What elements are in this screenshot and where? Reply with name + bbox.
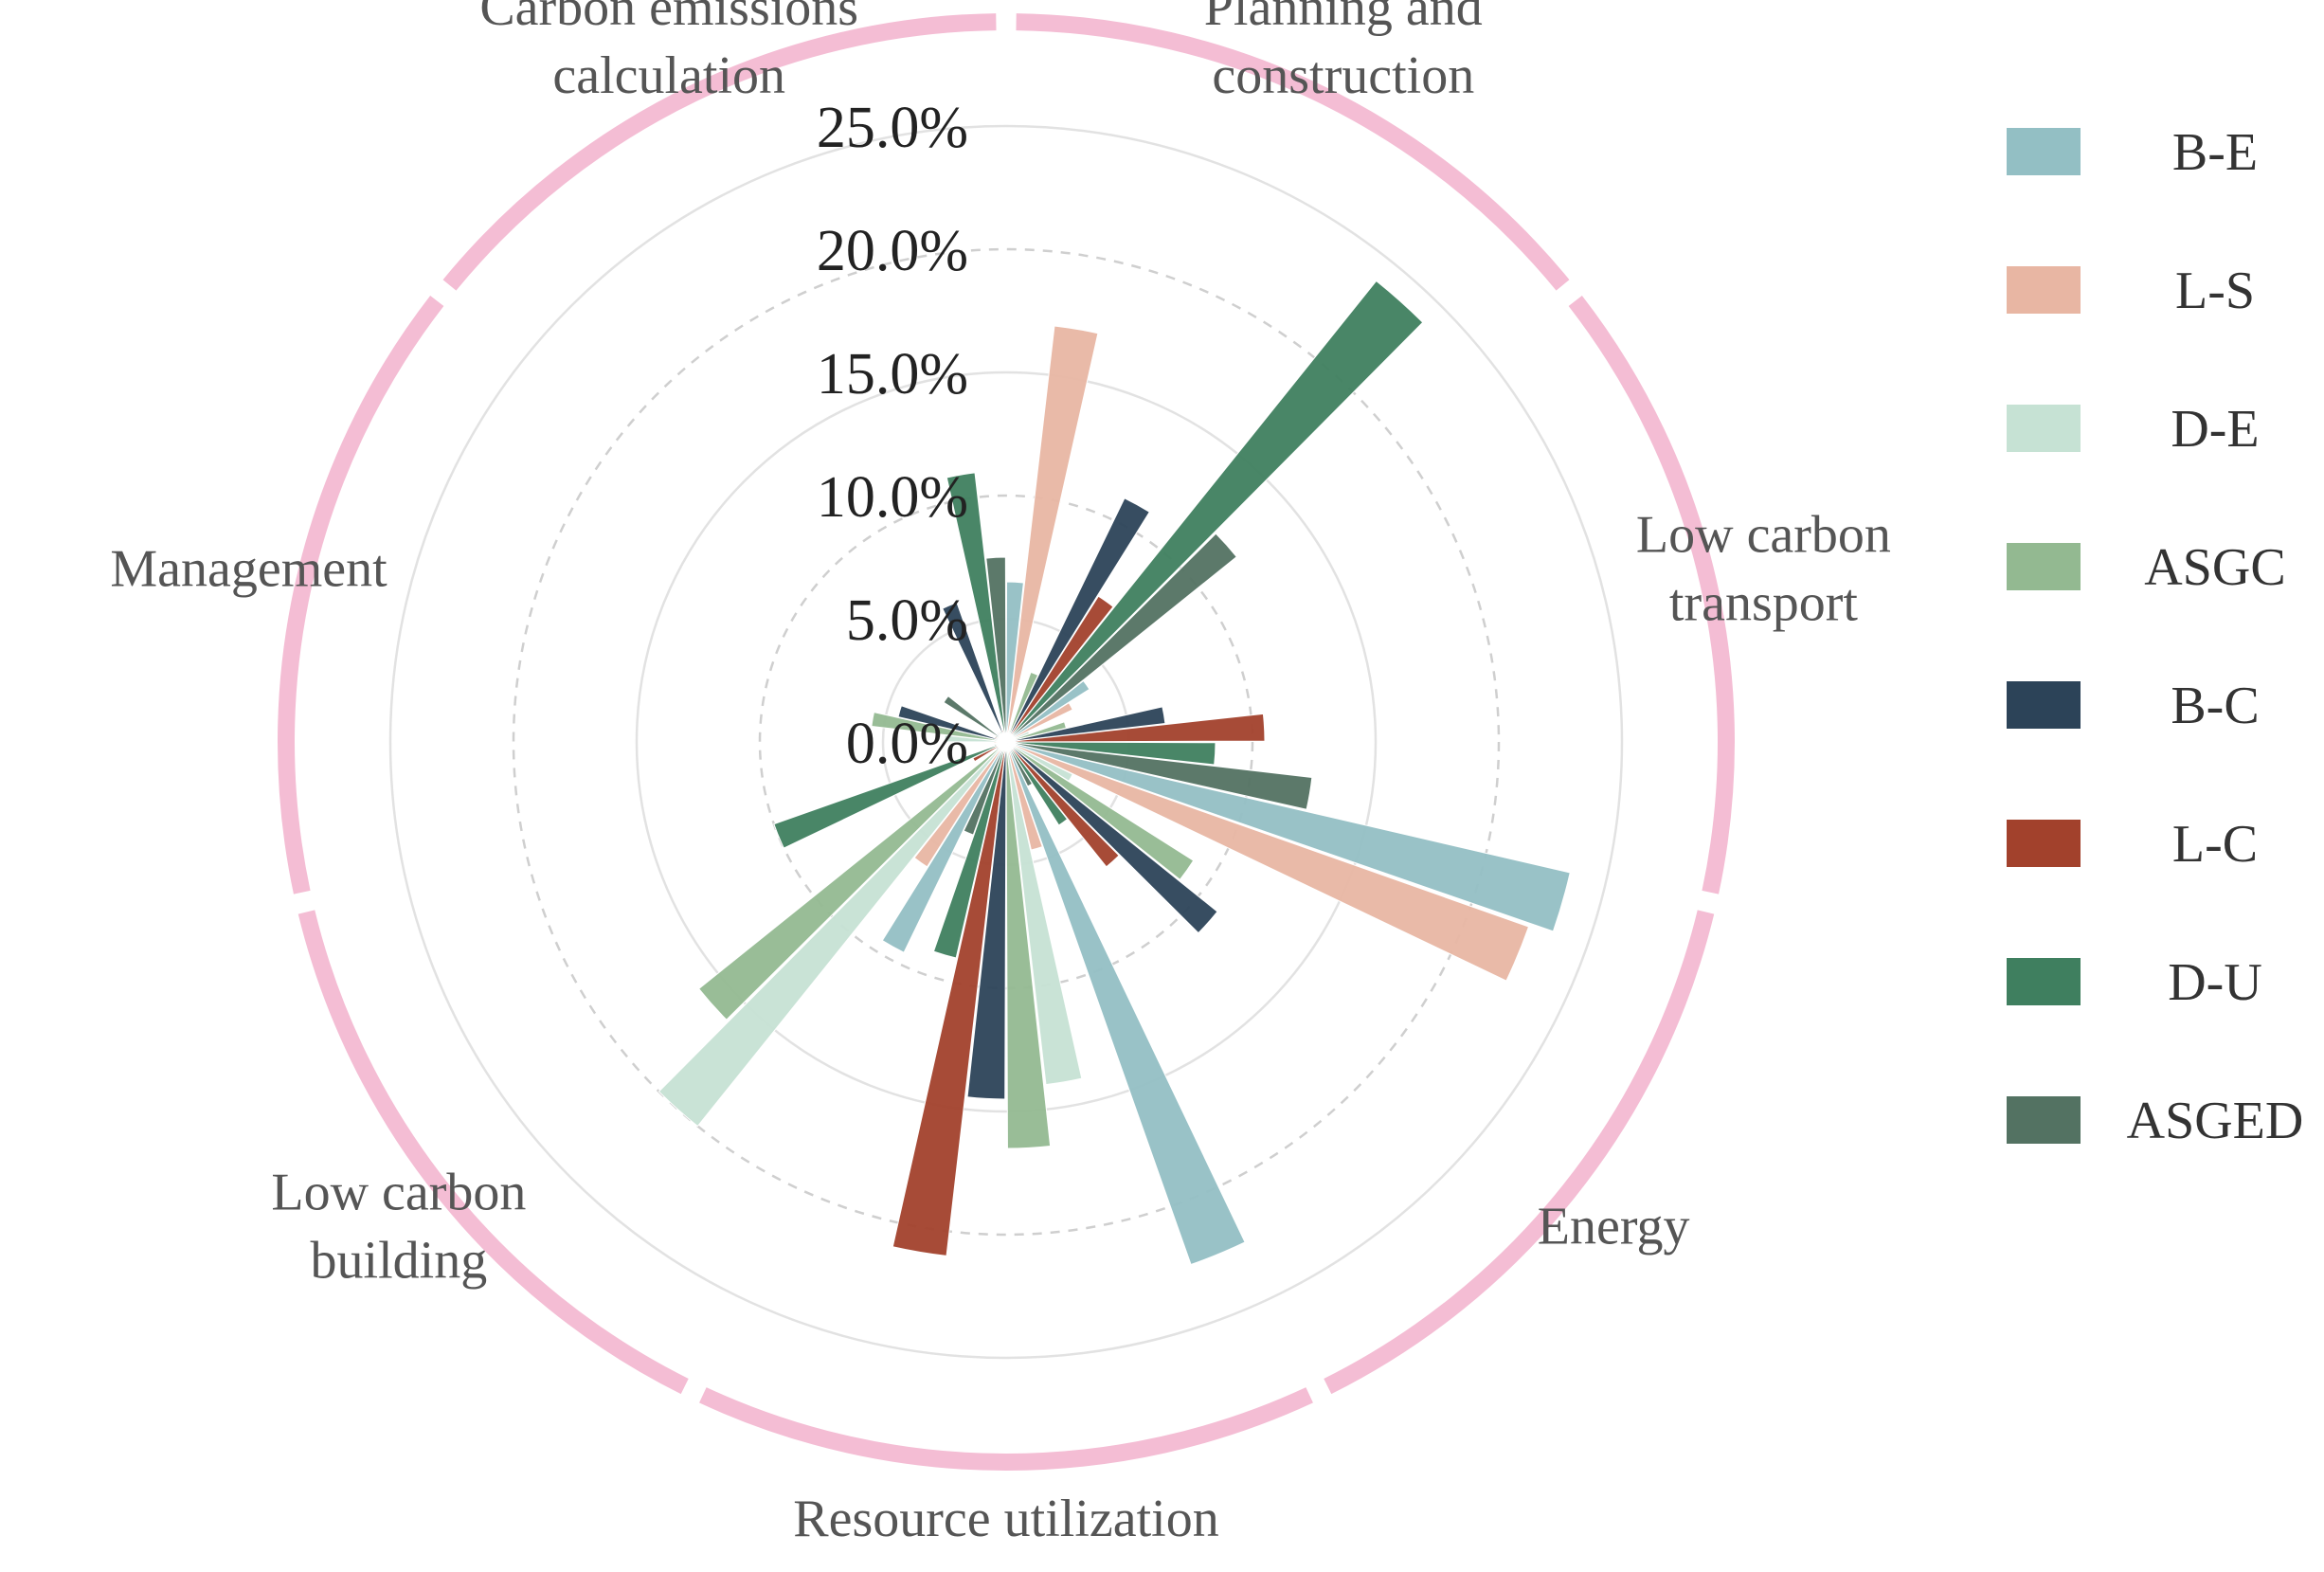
legend-label-d-u: D-U bbox=[2168, 953, 2262, 1012]
bar-b-e-resource-utilization bbox=[1005, 741, 1246, 1266]
legend-swatch-asgc bbox=[2007, 543, 2081, 590]
legend-label-b-c: B-C bbox=[2171, 677, 2259, 735]
bar-asgc-low-carbon-building bbox=[697, 741, 1007, 1021]
bar-asgc-energy bbox=[1005, 741, 1195, 880]
bar-l-c-resource-utilization bbox=[892, 741, 1007, 1256]
legend-swatch-l-s bbox=[2007, 266, 2081, 314]
tick-label-25: 25.0% bbox=[817, 96, 968, 160]
bar-d-e-energy bbox=[1005, 741, 1073, 782]
legend-label-asgc: ASGC bbox=[2144, 538, 2285, 597]
bar-l-c-planning-and-construction bbox=[1005, 595, 1114, 743]
category-label-energy: Energy bbox=[1538, 1197, 1690, 1256]
bar-b-e-low-carbon-transport bbox=[1005, 679, 1090, 743]
legend-label-l-s: L-S bbox=[2175, 262, 2255, 320]
category-label-management: Management bbox=[110, 540, 387, 599]
bar-d-e-resource-utilization bbox=[1005, 741, 1083, 1086]
bar-l-s-resource-utilization bbox=[1005, 741, 1043, 851]
bar-d-u-planning-and-construction bbox=[1005, 280, 1424, 743]
legend-label-d-e: D-E bbox=[2171, 400, 2259, 459]
category-label-resource-utilization: Resource utilization bbox=[793, 1490, 1218, 1548]
legend-swatch-b-e bbox=[2007, 128, 2081, 175]
bar-l-c-low-carbon-transport bbox=[1005, 713, 1266, 743]
ring-segment-energy bbox=[1324, 910, 1715, 1395]
bar-asged-low-carbon-transport bbox=[1005, 741, 1313, 810]
bar-asged-resource-utilization bbox=[963, 741, 1007, 836]
bar-b-e-low-carbon-building bbox=[881, 741, 1007, 953]
category-ring bbox=[278, 13, 1735, 1471]
bar-b-c-carbon-emissions-calculation bbox=[942, 602, 1007, 743]
bar-layer bbox=[658, 280, 1571, 1266]
grid-ring-25 bbox=[388, 124, 1624, 1360]
ring-segment-planning-and-construction bbox=[1016, 13, 1570, 291]
radial-grid bbox=[388, 124, 1624, 1360]
bar-asgc-resource-utilization bbox=[1005, 741, 1052, 1149]
bar-l-s-planning-and-construction bbox=[1005, 325, 1099, 743]
bar-asged-carbon-emissions-calculation bbox=[985, 556, 1007, 743]
bar-d-e-low-carbon-building bbox=[658, 741, 1007, 1128]
tick-label-20: 20.0% bbox=[817, 219, 968, 283]
bar-b-c-planning-and-construction bbox=[1005, 497, 1151, 743]
tick-label-10: 10.0% bbox=[817, 465, 968, 530]
ring-segment-resource-utilization bbox=[699, 1387, 1313, 1471]
bar-d-u-carbon-emissions-calculation bbox=[946, 472, 1007, 743]
bar-b-c-energy bbox=[1005, 741, 1218, 934]
category-label-low-carbon-transport: Low carbon transport bbox=[1636, 506, 1891, 633]
legend-swatch-d-u bbox=[2007, 958, 2081, 1005]
category-label-low-carbon-building: Low carbon building bbox=[271, 1163, 526, 1290]
legend-label-asged: ASGED bbox=[2127, 1092, 2304, 1150]
tick-label-5: 5.0% bbox=[846, 588, 968, 653]
bar-asged-planning-and-construction bbox=[1005, 533, 1237, 743]
bar-b-c-low-carbon-transport bbox=[1005, 706, 1166, 743]
bar-d-u-energy bbox=[1005, 741, 1069, 826]
category-label-carbon-emissions-calculation: Carbon emissions calculation bbox=[479, 0, 858, 105]
grid-ring-15 bbox=[635, 370, 1378, 1113]
category-labels: Planning and construction Low carbon transp… bbox=[110, 0, 1891, 1548]
legend: B-E L-S D-E ASGC B-C L-C D-U ASGED bbox=[2007, 123, 2303, 1150]
legend-label-l-c: L-C bbox=[2172, 815, 2258, 874]
bar-l-s-low-carbon-building bbox=[913, 741, 1007, 868]
grid-ring-20 bbox=[512, 247, 1501, 1237]
tick-label-0: 0.0% bbox=[846, 712, 968, 776]
grid-ring-10 bbox=[758, 494, 1254, 990]
radial-tick-labels: 0.0% 5.0% 10.0% 15.0% 20.0% 25.0% bbox=[817, 96, 968, 776]
legend-swatch-asged bbox=[2007, 1096, 2081, 1144]
legend-swatch-b-c bbox=[2007, 681, 2081, 729]
bar-l-c-energy bbox=[1005, 741, 1120, 868]
category-label-planning-and-construction: Planning and construction bbox=[1204, 0, 1483, 105]
legend-swatch-d-e bbox=[2007, 405, 2081, 452]
legend-label-b-e: B-E bbox=[2172, 123, 2258, 182]
bar-l-s-low-carbon-transport bbox=[1005, 702, 1073, 743]
bar-b-c-management bbox=[897, 705, 1007, 743]
legend-swatch-l-c bbox=[2007, 820, 2081, 867]
tick-label-15: 15.0% bbox=[817, 342, 968, 407]
bar-b-e-energy bbox=[1005, 741, 1571, 932]
ring-segment-carbon-emissions-calculation bbox=[442, 13, 997, 291]
ring-segment-management bbox=[278, 295, 444, 894]
bar-b-c-resource-utilization bbox=[966, 741, 1007, 1100]
bar-d-u-resource-utilization bbox=[932, 741, 1007, 959]
ring-segment-low-carbon-transport bbox=[1568, 295, 1735, 894]
bar-d-u-low-carbon-building bbox=[773, 741, 1007, 849]
ring-segment-low-carbon-building bbox=[297, 910, 689, 1395]
bar-asged-management bbox=[943, 695, 1007, 743]
bar-l-s-energy bbox=[1005, 741, 1530, 982]
